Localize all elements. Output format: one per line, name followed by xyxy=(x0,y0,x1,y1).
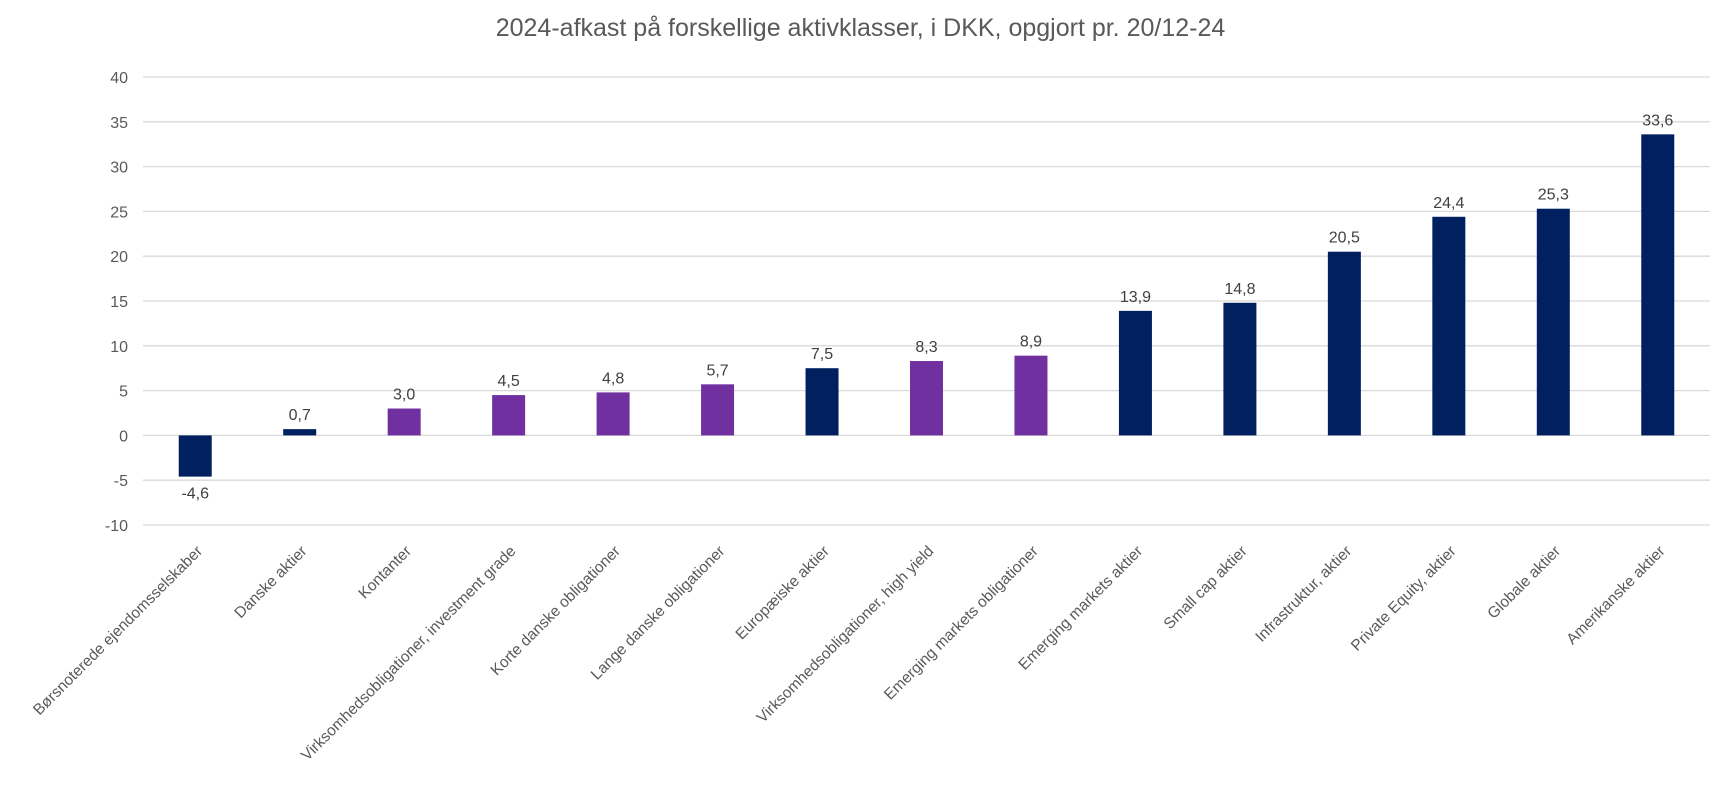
y-tick-label: 20 xyxy=(110,249,128,266)
data-label: 0,7 xyxy=(289,407,311,424)
bar xyxy=(805,368,839,436)
bar xyxy=(1118,310,1152,436)
y-tick-label: 10 xyxy=(110,339,128,356)
data-label: 4,5 xyxy=(498,373,520,390)
bar xyxy=(178,435,212,477)
bar xyxy=(492,395,526,436)
x-tick-label: Danske aktier xyxy=(231,543,310,622)
bar xyxy=(1327,251,1361,436)
x-tick-label: Kontanter xyxy=(355,543,415,603)
x-tick-label: Europæiske aktier xyxy=(733,543,833,643)
chart-title: 2024-afkast på forskellige aktivklasser,… xyxy=(495,14,1226,42)
bar xyxy=(283,429,317,436)
x-tick-label: Small cap aktier xyxy=(1161,543,1251,633)
data-label: 33,6 xyxy=(1642,112,1673,129)
y-tick-label: 25 xyxy=(110,204,128,221)
x-tick-label: Virksomhedsobligationer, high yield xyxy=(754,543,938,727)
bar xyxy=(1536,208,1570,436)
data-label: 7,5 xyxy=(811,346,833,363)
x-tick-label: Virksomhedsobligationer, investment grad… xyxy=(298,543,519,764)
x-tick-label: Globale aktier xyxy=(1484,543,1564,623)
bar xyxy=(910,361,943,436)
bar xyxy=(596,392,630,436)
bar xyxy=(1014,355,1048,436)
y-tick-label: 30 xyxy=(110,160,128,177)
y-tick-label: 40 xyxy=(110,70,128,87)
y-tick-label: 5 xyxy=(119,384,128,401)
data-label: 4,8 xyxy=(602,370,624,387)
data-label: 25,3 xyxy=(1538,187,1569,204)
data-label: 24,4 xyxy=(1433,195,1464,212)
x-tick-label: Emerging markets aktier xyxy=(1015,543,1146,674)
data-label: 5,7 xyxy=(706,362,728,379)
data-label: 8,9 xyxy=(1020,334,1042,351)
bar xyxy=(701,384,735,436)
x-tick-label: Amerikanske aktier xyxy=(1563,543,1668,648)
x-tick-label: Private Equity, aktier xyxy=(1348,543,1460,655)
bar xyxy=(1223,302,1257,436)
y-tick-label: 35 xyxy=(110,115,128,132)
bar xyxy=(1432,216,1466,436)
data-label: 13,9 xyxy=(1120,289,1151,306)
data-label: 8,3 xyxy=(915,339,937,356)
x-tick-label: Børsnoterede ejendomsselskaber xyxy=(30,543,206,719)
data-label: 20,5 xyxy=(1329,230,1360,247)
y-tick-label: 15 xyxy=(110,294,128,311)
bar xyxy=(1641,134,1675,436)
y-tick-label: -10 xyxy=(105,518,128,535)
bar xyxy=(387,408,421,436)
y-tick-label: -5 xyxy=(114,473,128,490)
data-label: 14,8 xyxy=(1224,281,1255,298)
data-label: 3,0 xyxy=(393,387,415,404)
x-tick-label: Infrastruktur, aktier xyxy=(1252,543,1355,646)
data-label: -4,6 xyxy=(181,486,209,503)
y-tick-label: 0 xyxy=(119,428,128,445)
